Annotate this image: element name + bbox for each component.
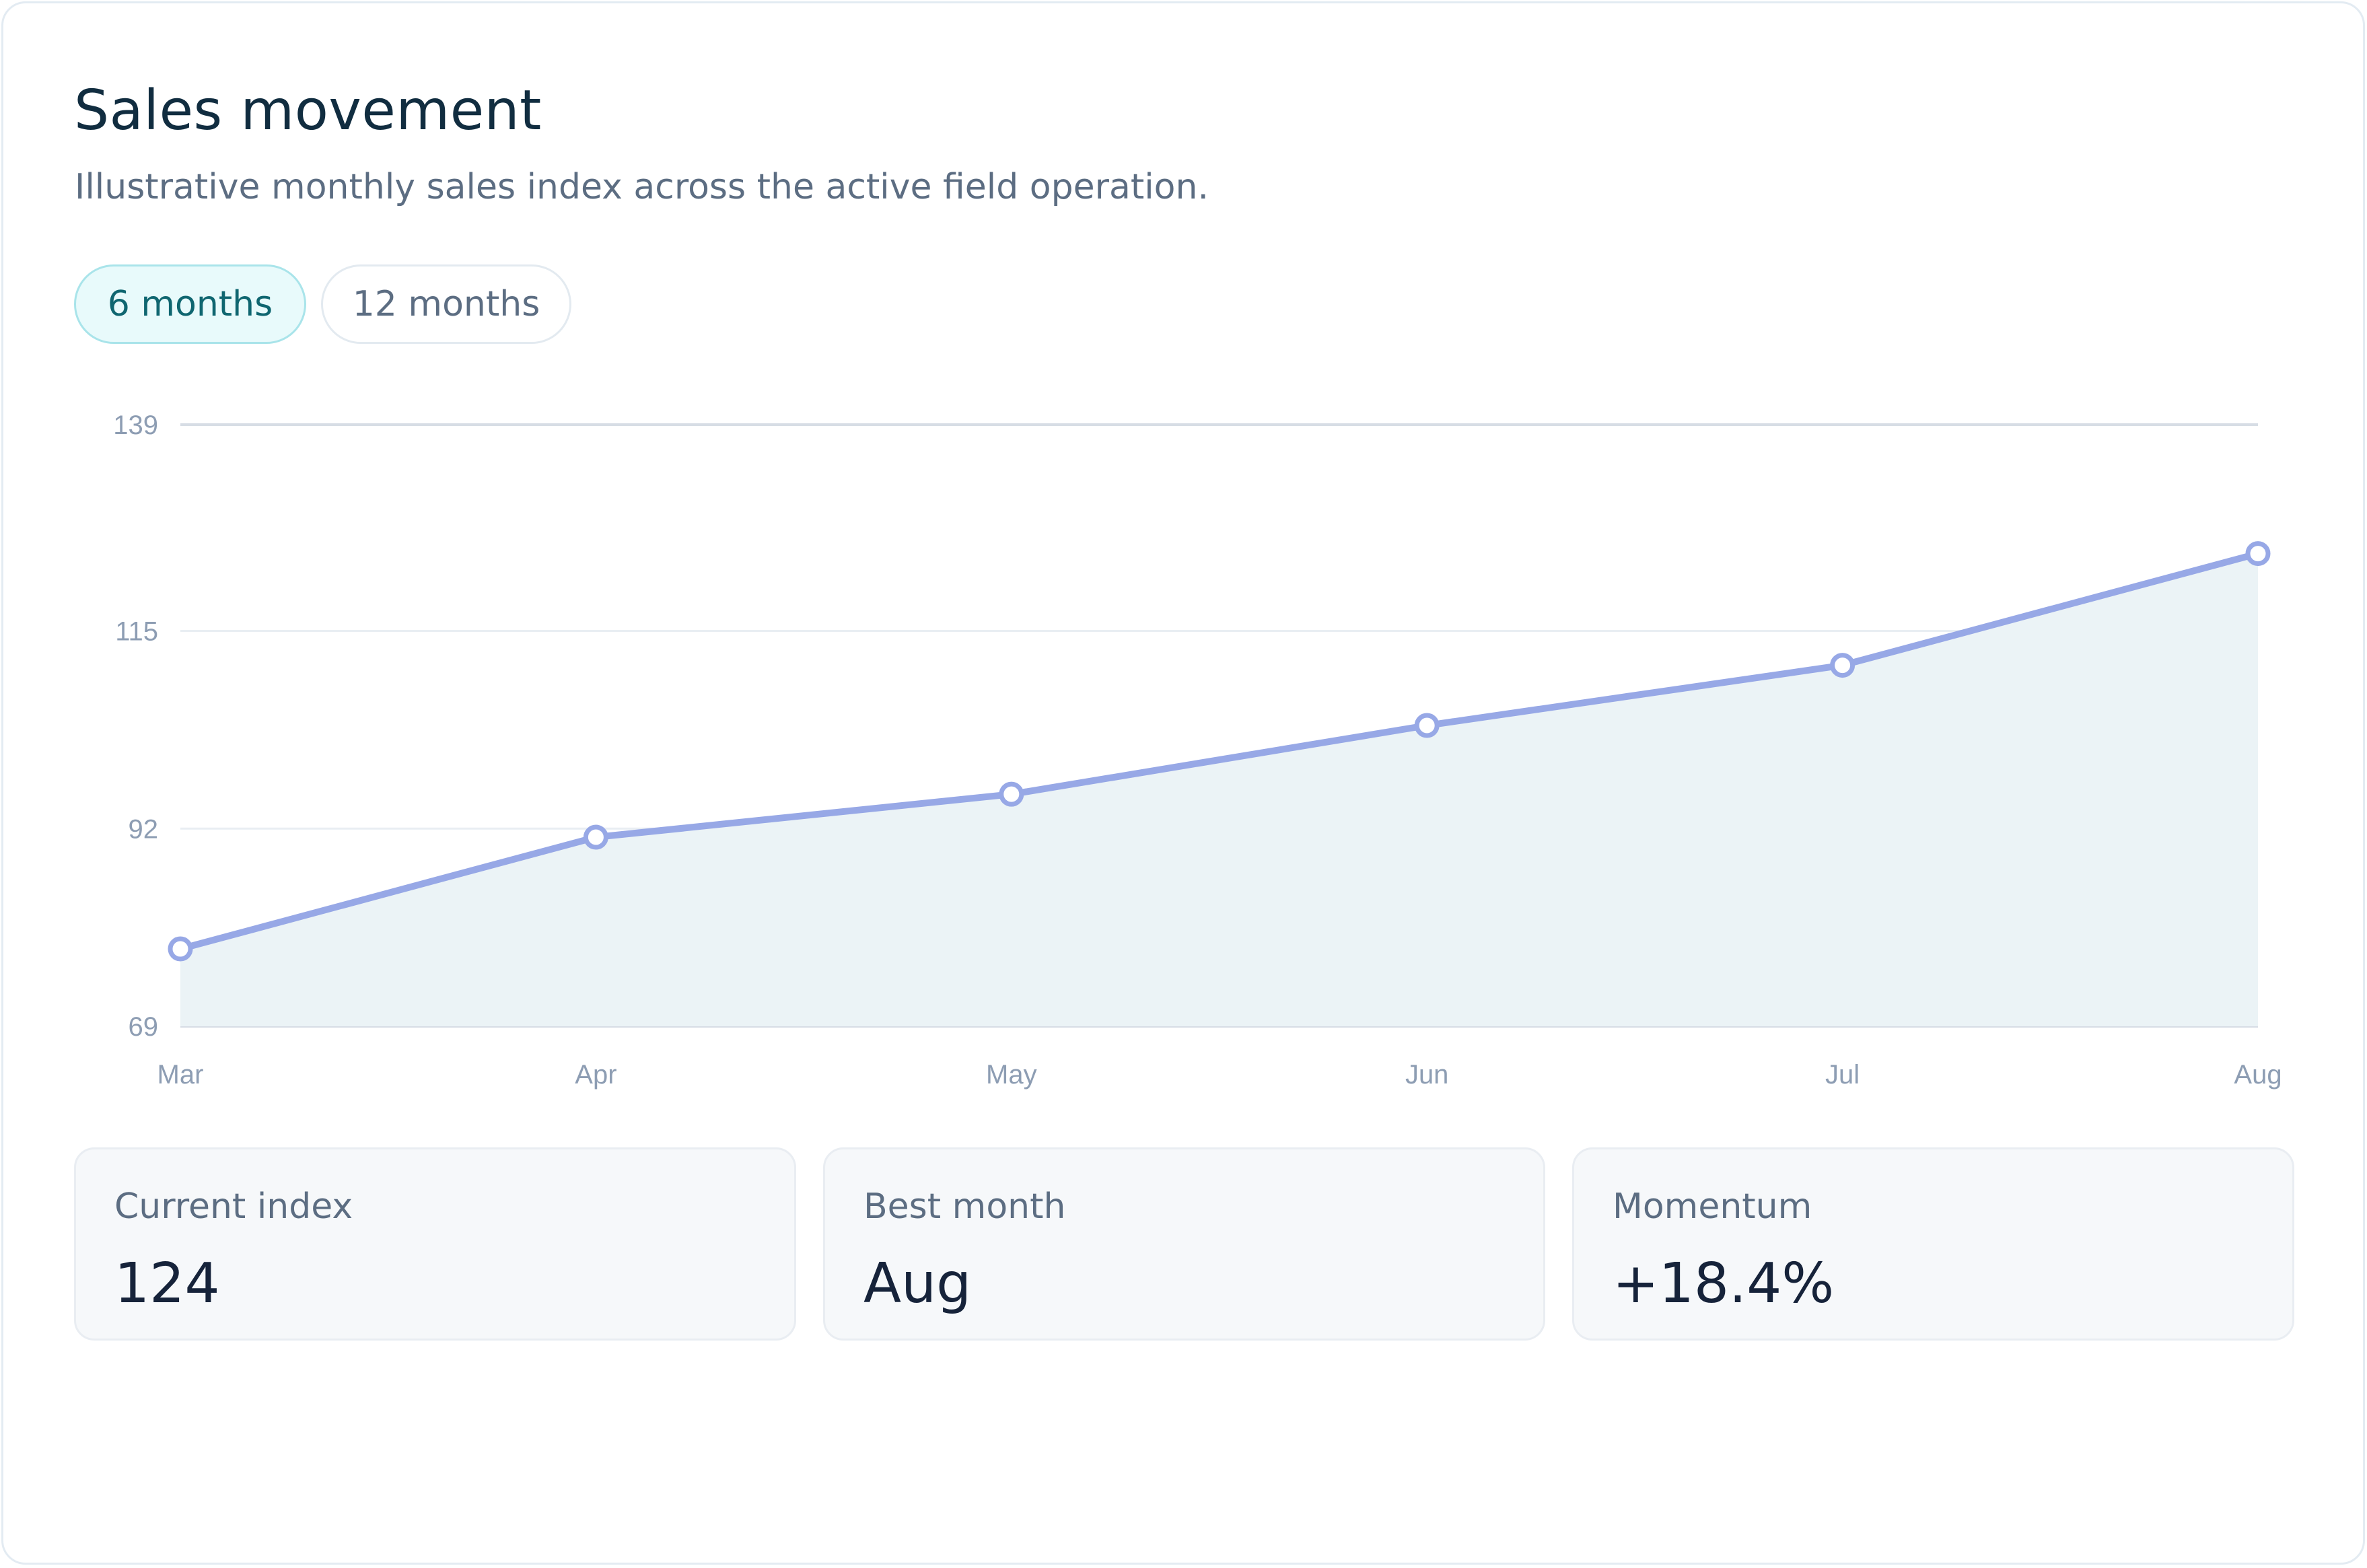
data-point-jun: [1414, 713, 1440, 738]
data-point-aug: [2245, 541, 2271, 567]
stat-value: 124: [114, 1252, 220, 1316]
card-title: Sales movement: [74, 79, 542, 143]
x-tick-label: May: [986, 1060, 1037, 1090]
x-axis-ticks: Mar Apr May Jun Jul Aug: [157, 1060, 2282, 1090]
y-tick-label: 69: [129, 1012, 159, 1042]
range-12-months-button[interactable]: 12 months: [321, 264, 571, 344]
stat-label: Best month: [863, 1186, 1066, 1227]
y-axis-ticks: 69 92 115 139: [113, 411, 158, 1042]
stat-card-momentum: Momentum +18.4%: [1572, 1147, 2294, 1341]
y-tick-label: 115: [115, 617, 158, 647]
stat-label: Momentum: [1613, 1186, 1812, 1227]
x-tick-label: Jun: [1405, 1060, 1449, 1090]
data-point-apr: [583, 824, 608, 850]
x-tick-label: Mar: [157, 1060, 204, 1090]
stat-card-best-month: Best month Aug: [823, 1147, 1545, 1341]
x-tick-label: Apr: [575, 1060, 616, 1090]
data-point-may: [999, 781, 1024, 807]
sales-area-fill: [180, 553, 2258, 1026]
stat-value: +18.4%: [1613, 1252, 1835, 1316]
stat-value: Aug: [863, 1252, 972, 1316]
stat-card-current-index: Current index 124: [74, 1147, 796, 1341]
x-tick-label: Jul: [1825, 1060, 1860, 1090]
stat-label: Current index: [114, 1186, 353, 1227]
y-tick-label: 92: [129, 814, 159, 844]
card-subtitle: Illustrative monthly sales index across …: [75, 167, 1209, 207]
data-point-jul: [1830, 653, 1856, 678]
data-points: [168, 541, 2271, 962]
y-tick-label: 139: [113, 411, 158, 440]
range-6-months-button[interactable]: 6 months: [74, 264, 306, 344]
sales-index-chart: 69 92 115 139 Mar Apr May Jun Jul Aug: [113, 411, 2282, 1090]
x-tick-label: Aug: [2234, 1060, 2282, 1090]
sales-line: [177, 550, 2261, 953]
data-point-mar: [168, 936, 193, 962]
